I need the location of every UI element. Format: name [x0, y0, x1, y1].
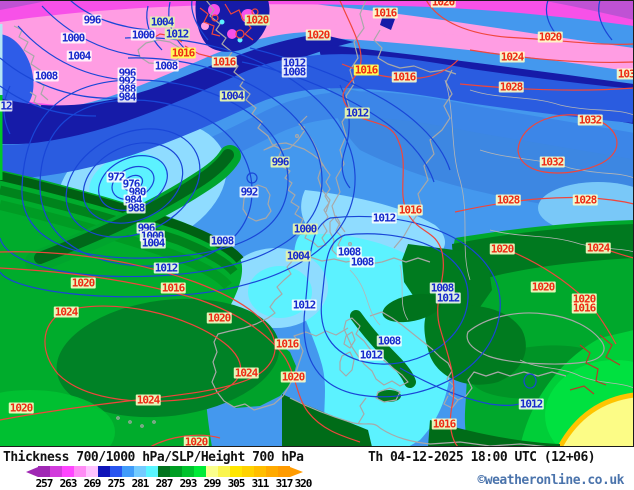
scale-tick-label: 317 — [275, 477, 294, 490]
scale-segment — [158, 466, 170, 477]
scale-tick-label: 275 — [107, 477, 126, 490]
scale-segment — [146, 466, 158, 477]
borders-layer — [349, 79, 634, 389]
scale-segment — [230, 466, 242, 477]
chart-title: Thickness 700/1000 hPa/SLP/Height 700 hP… — [3, 450, 304, 465]
scale-segment — [38, 466, 50, 477]
scale-segment — [62, 466, 74, 477]
scale-tick-label: 263 — [59, 477, 78, 490]
scale-segment — [182, 466, 194, 477]
thickness-scale-bar — [26, 466, 303, 477]
scale-segment — [122, 466, 134, 477]
scale-segment — [266, 466, 278, 477]
scale-tick-label: 311 — [251, 477, 270, 490]
isobar-high-layer — [0, 0, 634, 447]
scale-tick-label: 281 — [131, 477, 150, 490]
scale-tick-label: 320 — [294, 477, 313, 490]
scale-tick-label: 269 — [83, 477, 102, 490]
scale-tick-label: 257 — [35, 477, 54, 490]
scale-arrow-left — [26, 466, 38, 477]
scale-segment — [242, 466, 254, 477]
scale-segment — [170, 466, 182, 477]
scale-segment — [254, 466, 266, 477]
chart-datetime: Th 04-12-2025 18:00 UTC (12+06) — [368, 450, 596, 465]
weather-map-svg — [0, 0, 634, 447]
coastlines-layer — [13, 0, 605, 447]
scale-segment — [278, 466, 290, 477]
scale-segment — [86, 466, 98, 477]
scale-tick-label: 299 — [203, 477, 222, 490]
thickness-fill-layer — [0, 0, 634, 447]
copyright-watermark: ©weatheronline.co.uk — [477, 473, 624, 488]
scale-tick-label: 287 — [155, 477, 174, 490]
weather-map: 996 1000 1004 1008 12 1000 1004 1012 1008 996 992 9… — [0, 0, 634, 447]
thickness-scale-ticks: 257 263 269 275 281 287 293 299 305 311 317 320 — [0, 477, 340, 490]
scale-segment — [110, 466, 122, 477]
footer-bar: Thickness 700/1000 hPa/SLP/Height 700 hP… — [0, 447, 634, 490]
scale-segment — [206, 466, 218, 477]
scale-tick-label: 293 — [179, 477, 198, 490]
scale-segment — [194, 466, 206, 477]
scale-segment — [50, 466, 62, 477]
scale-arrow-right — [290, 466, 303, 477]
scale-segment — [98, 466, 110, 477]
scale-segment — [218, 466, 230, 477]
scale-segment — [74, 466, 86, 477]
scale-segment — [134, 466, 146, 477]
scale-tick-label: 305 — [227, 477, 246, 490]
